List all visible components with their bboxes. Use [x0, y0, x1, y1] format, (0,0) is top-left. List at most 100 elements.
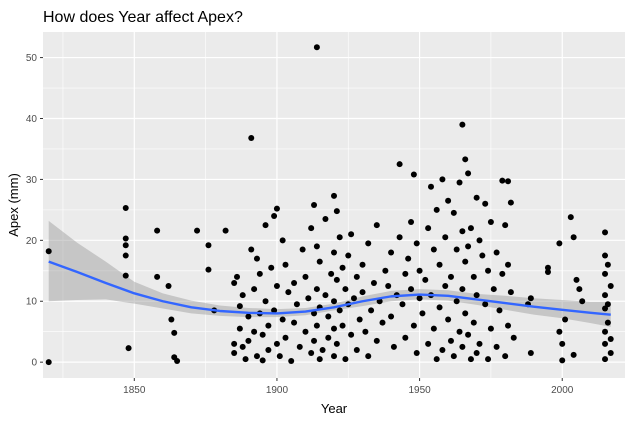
data-point	[388, 249, 395, 256]
y-tick-label: 10	[26, 297, 38, 308]
data-point	[505, 322, 512, 329]
data-point	[559, 340, 566, 347]
data-point	[359, 261, 366, 268]
data-point	[259, 357, 266, 364]
data-point	[265, 322, 272, 329]
chart-title: How does Year affect Apex?	[43, 9, 243, 26]
data-point	[342, 356, 349, 363]
data-point	[253, 255, 260, 262]
data-point	[527, 350, 534, 357]
data-point	[276, 353, 283, 360]
data-point	[331, 325, 337, 332]
data-point	[168, 316, 175, 323]
data-point	[370, 279, 377, 286]
data-point	[410, 322, 417, 329]
data-point	[470, 319, 477, 326]
data-point	[273, 205, 280, 212]
data-point	[313, 44, 320, 51]
data-point	[399, 301, 406, 308]
data-point	[265, 346, 272, 353]
data-point	[499, 270, 506, 277]
data-point	[453, 246, 460, 253]
x-tick-label: 1850	[123, 385, 146, 396]
data-point	[602, 229, 609, 236]
data-point	[331, 353, 337, 360]
data-point	[570, 351, 577, 358]
data-point	[279, 316, 286, 323]
data-point	[299, 246, 306, 253]
data-point	[473, 350, 480, 357]
data-point	[544, 269, 551, 276]
data-point	[467, 356, 474, 363]
data-point	[567, 214, 574, 221]
data-point	[373, 222, 380, 229]
data-point	[419, 310, 426, 317]
data-point	[319, 346, 326, 353]
data-point	[125, 345, 132, 352]
data-point	[467, 225, 474, 232]
data-point	[485, 267, 492, 274]
data-point	[194, 227, 201, 234]
data-point	[439, 176, 446, 183]
data-point	[388, 313, 395, 320]
data-point	[573, 276, 580, 283]
data-point	[476, 237, 483, 244]
data-point	[353, 273, 360, 280]
data-point	[510, 334, 517, 341]
data-point	[331, 192, 337, 199]
data-point	[348, 331, 355, 338]
data-point	[302, 328, 309, 335]
data-point	[322, 216, 329, 223]
data-point	[308, 350, 315, 357]
data-point	[313, 322, 320, 329]
data-point	[268, 264, 275, 271]
data-point	[122, 272, 129, 279]
data-point	[470, 273, 477, 280]
data-point	[430, 325, 437, 332]
data-point	[285, 289, 292, 296]
data-point	[154, 273, 161, 280]
data-point	[602, 356, 609, 363]
data-point	[396, 234, 403, 241]
data-point	[308, 225, 315, 232]
data-point	[604, 301, 611, 308]
data-point	[288, 357, 295, 364]
data-point	[456, 179, 463, 186]
data-point	[368, 307, 375, 314]
data-point	[408, 219, 415, 226]
data-point	[242, 356, 249, 363]
data-point	[482, 200, 489, 207]
data-point	[174, 357, 181, 364]
data-point	[245, 313, 252, 320]
data-point	[450, 353, 457, 360]
data-point	[602, 340, 609, 347]
data-point	[342, 286, 349, 293]
data-point	[339, 322, 346, 329]
data-point	[336, 234, 343, 241]
data-point	[425, 225, 432, 232]
data-point	[499, 177, 506, 184]
x-tick-label: 1900	[266, 385, 289, 396]
data-point	[602, 270, 609, 277]
y-axis-title: Apex (mm)	[6, 173, 21, 237]
data-point	[205, 242, 212, 249]
data-point	[559, 357, 566, 364]
data-point	[350, 295, 357, 302]
data-point	[316, 258, 323, 265]
data-point	[339, 264, 346, 271]
data-point	[556, 240, 563, 247]
data-point	[282, 334, 289, 341]
confidence-band	[48, 220, 611, 327]
data-point	[493, 343, 500, 350]
y-tick-label: 40	[26, 114, 38, 125]
data-point	[248, 134, 255, 141]
data-point	[305, 295, 312, 302]
data-points	[45, 44, 614, 366]
data-point	[316, 356, 323, 363]
data-point	[333, 208, 340, 215]
data-point	[607, 350, 614, 357]
data-point	[410, 171, 417, 178]
data-point	[408, 286, 415, 293]
data-point	[331, 298, 337, 305]
